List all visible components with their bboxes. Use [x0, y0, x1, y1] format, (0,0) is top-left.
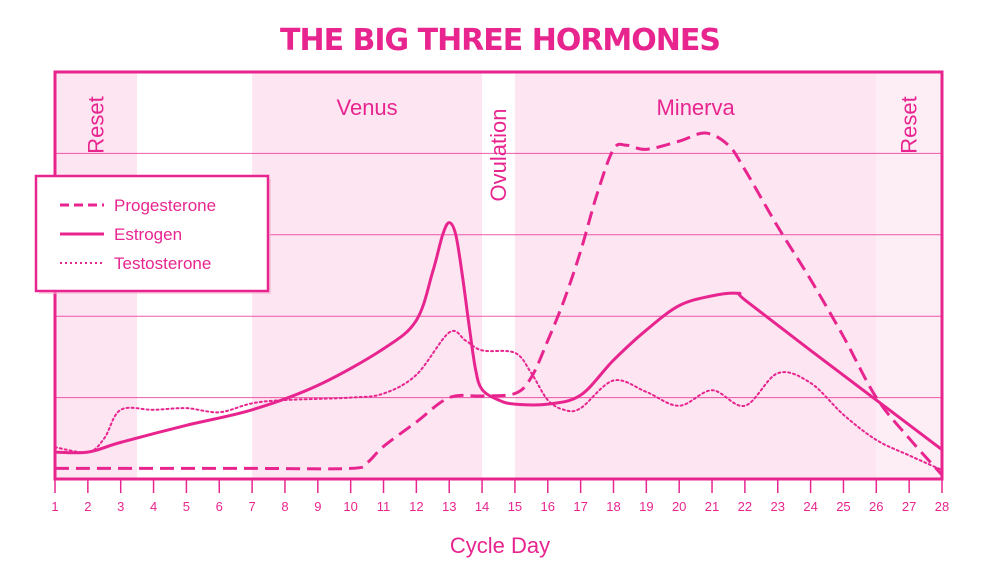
- x-tick-label: 19: [639, 499, 653, 514]
- legend-label-progesterone: Progesterone: [114, 196, 216, 215]
- x-tick-label: 25: [836, 499, 850, 514]
- x-tick-label: 9: [314, 499, 321, 514]
- x-tick-label: 4: [150, 499, 157, 514]
- phase-label-minerva: Minerva: [656, 95, 735, 120]
- phase-band: [514, 72, 877, 479]
- x-axis-ticks: 1 2 3 4 5 6 7 8 9 10 11 12 13 14 15 16 17 18 19 20 21 22 23 24 2…: [51, 479, 949, 514]
- x-tick-label: 2: [84, 499, 91, 514]
- x-tick-label: 7: [248, 499, 255, 514]
- x-tick-label: 10: [343, 499, 357, 514]
- x-tick-label: 5: [183, 499, 190, 514]
- phase-label-venus: Venus: [337, 95, 398, 120]
- legend-label-testosterone: Testosterone: [114, 254, 211, 273]
- x-tick-label: 1: [51, 499, 58, 514]
- x-tick-label: 13: [442, 499, 456, 514]
- legend-label-estrogen: Estrogen: [114, 225, 182, 244]
- x-tick-label: 14: [475, 499, 489, 514]
- x-tick-label: 23: [771, 499, 785, 514]
- x-tick-label: 8: [281, 499, 288, 514]
- legend: Progesterone Estrogen Testosterone: [34, 174, 271, 294]
- phase-label-reset: Reset: [84, 96, 109, 153]
- x-tick-label: 18: [606, 499, 620, 514]
- x-tick-label: 28: [935, 499, 949, 514]
- series-testosterone: [54, 329, 943, 472]
- series-lines: [54, 131, 944, 476]
- x-tick-label: 12: [409, 499, 423, 514]
- phase-label-ovulation: Ovulation: [486, 109, 511, 202]
- chart-title: THE BIG THREE HORMONES: [280, 23, 720, 58]
- x-tick-label: 16: [541, 499, 555, 514]
- x-tick-label: 22: [738, 499, 752, 514]
- x-tick-label: 3: [117, 499, 124, 514]
- series-progesterone: [55, 131, 944, 476]
- x-tick-label: 17: [573, 499, 587, 514]
- x-tick-label: 6: [216, 499, 223, 514]
- x-tick-label: 11: [377, 499, 391, 514]
- x-tick-label: 15: [508, 499, 522, 514]
- x-tick-label: 26: [869, 499, 883, 514]
- x-tick-label: 21: [705, 499, 719, 514]
- series-estrogen: [54, 221, 943, 455]
- x-tick-label: 27: [902, 499, 916, 514]
- x-tick-label: 24: [803, 499, 817, 514]
- phase-band: [252, 72, 483, 479]
- x-axis-label: Cycle Day: [450, 533, 550, 558]
- phase-labels: Reset Venus Ovulation Minerva Reset: [84, 95, 922, 201]
- phase-label-reset: Reset: [897, 96, 922, 153]
- x-tick-label: 20: [672, 499, 686, 514]
- phase-band: [482, 72, 515, 479]
